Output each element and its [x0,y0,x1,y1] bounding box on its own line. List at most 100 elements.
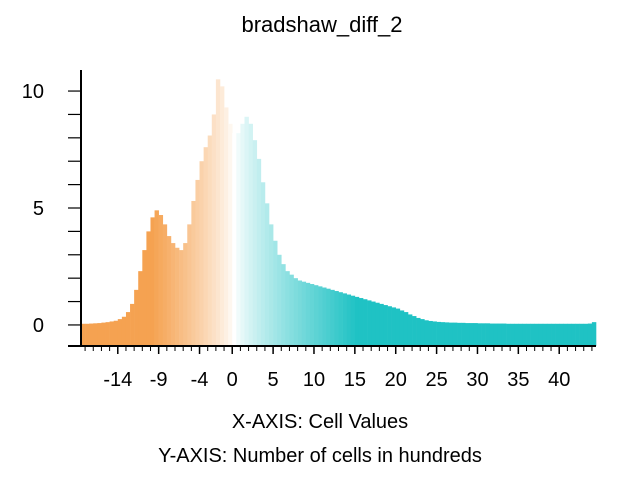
histogram-bar [363,299,368,346]
histogram-bar [199,161,204,346]
histogram-bar [538,323,544,346]
histogram-bar [416,317,421,346]
histogram-bar [130,303,135,346]
histogram-bar [301,281,307,346]
histogram-bar [354,296,360,346]
histogram-bar [530,323,535,346]
histogram-bar [383,305,388,346]
histogram-bar [587,323,593,346]
histogram-bar [555,323,560,346]
histogram-bar [346,294,352,346]
histogram-bar [424,320,429,346]
y-axis-label: Y-AXIS: Number of cells in hundreds [158,445,482,467]
histogram-bar [93,323,98,346]
x-tick-label: 10 [303,369,325,391]
histogram-bar [101,322,106,346]
histogram-bar [591,322,597,346]
histogram-bar [134,289,139,346]
histogram-bar [399,310,405,346]
histogram-bar [260,182,266,346]
histogram-bar [338,292,343,346]
histogram-bar [125,312,131,346]
x-tick-label: 25 [425,369,447,391]
bar-group [81,79,597,347]
histogram-bar [391,307,397,346]
histogram-bar [526,323,531,346]
histogram-bar [387,306,392,346]
histogram-bar [395,308,401,346]
histogram-bar [567,323,572,346]
histogram-bar [318,286,323,346]
x-tick-label: 15 [344,369,366,391]
x-tick-label: 0 [227,369,238,391]
histogram-bar [297,280,303,346]
histogram-bar [252,140,258,346]
histogram-bar [420,319,425,346]
histogram-bar [215,79,221,347]
histogram-bar [166,236,172,346]
histogram-bar [117,319,123,346]
histogram-bar [551,323,556,346]
histogram-bar [322,287,327,346]
histogram-bar [264,203,270,346]
histogram-bar [146,231,151,346]
histogram-bar [187,224,192,346]
x-tick-label: 30 [466,369,488,391]
tick-group: -14 -9 -4 0 5 10 15 20 25 30 35 40 0 5 10 [22,81,571,391]
histogram-bar [481,323,486,346]
histogram-bar [579,323,585,346]
histogram-bar [542,323,548,346]
histogram-bar [154,210,159,346]
x-tick-label: 35 [507,369,529,391]
histogram-bar [326,288,331,346]
histogram-bar [313,285,319,346]
histogram-bar [546,323,552,346]
histogram-bar [473,323,478,346]
histogram-bar [440,322,446,346]
axes-group [68,70,596,354]
histogram-bar [207,135,213,346]
histogram-bar [183,243,188,346]
histogram-bar [281,264,286,346]
x-tick-label: 20 [385,369,407,391]
histogram-bar [269,224,274,346]
histogram-bar [375,302,380,346]
histogram-bar [497,323,503,346]
x-tick-label: 5 [268,369,279,391]
histogram-bar [97,323,102,346]
histogram-bar [224,107,229,346]
histogram-bar [371,301,376,346]
histogram-bar [514,323,519,346]
histogram-bar [407,314,413,346]
histogram-bar [489,323,495,346]
histogram-bar [367,300,372,346]
histogram-bar [105,322,110,346]
histogram-bar [412,316,417,346]
histogram-bar [403,312,409,346]
histogram-bar [334,291,339,346]
histogram-bar [493,323,499,346]
y-tick-label: 0 [33,315,44,337]
histogram-bar [121,316,127,346]
histogram-bar [436,321,441,346]
histogram-bar [289,274,294,346]
histogram-bar [457,322,462,346]
histogram-bar [583,323,589,346]
histogram-bar [273,240,278,346]
histogram-bar [309,284,315,346]
histogram-bar [162,224,168,346]
histogram-bar [469,323,474,346]
histogram-bar [350,295,356,346]
histogram-bar [571,323,576,346]
histogram-bar [236,133,241,346]
histogram-bar [170,243,176,346]
histogram-bar [248,123,253,346]
histogram-bar [330,289,335,346]
histogram-bar [448,322,454,346]
histogram-bar [358,298,364,346]
x-tick-label: -9 [150,369,168,391]
x-axis-label: X-AXIS: Cell Values [232,411,408,433]
histogram-bar [342,293,347,346]
histogram-bar [563,323,568,346]
histogram-bar [219,86,225,347]
